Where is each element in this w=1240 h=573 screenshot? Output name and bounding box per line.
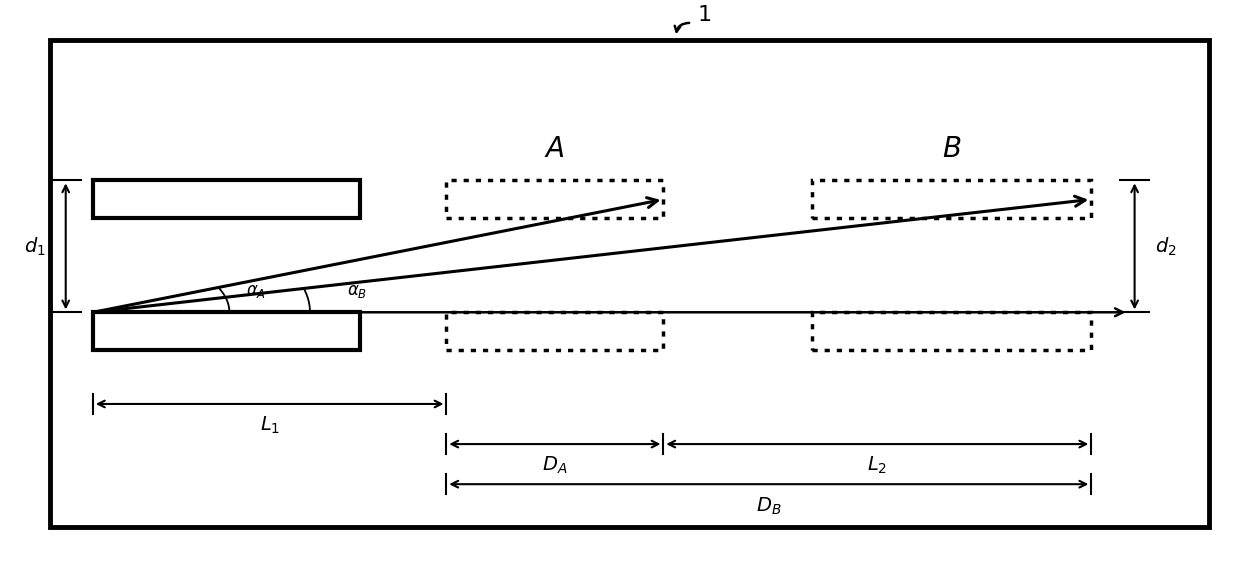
Text: $d_1$: $d_1$	[24, 236, 46, 257]
Text: 1: 1	[697, 6, 712, 25]
Bar	[93, 180, 360, 218]
Text: B: B	[942, 135, 961, 163]
Bar	[93, 312, 360, 350]
Text: $\alpha_B$: $\alpha_B$	[347, 282, 367, 300]
Bar	[812, 312, 1091, 350]
Text: $D_B$: $D_B$	[756, 495, 781, 517]
Bar	[812, 180, 1091, 218]
Text: $d_2$: $d_2$	[1154, 236, 1177, 257]
Text: $D_A$: $D_A$	[542, 455, 568, 477]
Text: A: A	[546, 135, 564, 163]
Text: $L_2$: $L_2$	[867, 455, 888, 477]
Bar	[50, 40, 1209, 527]
Bar	[446, 312, 663, 350]
Text: $L_1$: $L_1$	[259, 415, 280, 437]
Text: $\alpha_A$: $\alpha_A$	[247, 281, 267, 300]
Bar	[446, 180, 663, 218]
